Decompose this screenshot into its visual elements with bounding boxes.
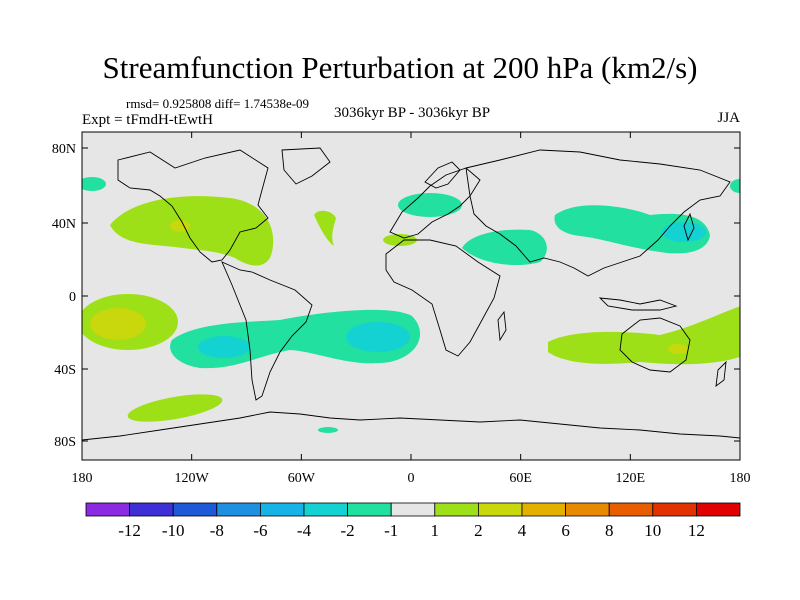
positive-anomaly-core-au	[668, 344, 688, 354]
colorbar-label: -6	[253, 521, 267, 540]
positive-anomaly-australia	[548, 306, 740, 365]
colorbar-swatch	[521, 502, 566, 517]
lon-tick-label: 60W	[288, 471, 316, 486]
positive-anomaly-core-na	[170, 220, 190, 232]
coast-asia	[465, 149, 731, 277]
negative-anomaly-core-ea	[662, 222, 706, 242]
colorbar-label: 1	[431, 521, 440, 540]
colorbar-swatch	[696, 502, 741, 517]
negative-anomaly-europe	[398, 193, 462, 217]
colorbar-label: -2	[341, 521, 355, 540]
negative-anomaly-core-sa	[198, 336, 250, 358]
lat-tick-label: 40S	[54, 363, 76, 378]
colorbar-label: 10	[644, 521, 661, 540]
coast-north-america	[117, 149, 269, 263]
lat-tick-label: 40N	[52, 217, 76, 232]
colorbar-label: 6	[561, 521, 570, 540]
colorbar-label: -12	[118, 521, 141, 540]
experiment-label: Expt = tFmdH-tEwtH	[82, 112, 213, 128]
colorbar-label: 2	[474, 521, 483, 540]
colorbar-swatch	[259, 502, 305, 517]
coast-indonesia	[598, 297, 678, 311]
lon-tick-label: 180	[730, 471, 751, 486]
stats-label: rmsd= 0.925808 diff= 1.74538e-09	[126, 96, 310, 111]
coast-south-america	[221, 261, 313, 401]
coastlines	[82, 147, 740, 441]
colorbar: -12 -10 -8 -6 -4 -2 -1 1 2 4 6 8 10 12	[85, 502, 741, 540]
period-label: 3036kyr BP - 3036kyr BP	[333, 105, 491, 121]
colorbar-swatch	[390, 502, 436, 517]
coast-australia	[619, 317, 691, 373]
coast-africa	[385, 239, 501, 357]
colorbar-swatch	[652, 502, 697, 517]
lon-tick-label: 0	[408, 471, 415, 486]
lon-tick-label: 120W	[175, 471, 210, 486]
negative-anomaly-core-atl	[346, 322, 410, 352]
negative-anomaly-arctic-west	[82, 177, 106, 191]
colorbar-swatch	[347, 502, 392, 517]
colorbar-swatch	[129, 502, 174, 517]
negative-anomaly-middle-east	[462, 229, 547, 266]
positive-anomaly-north-atlantic	[314, 210, 336, 246]
colorbar-label: 4	[518, 521, 527, 540]
positive-anomaly-southern-ocean	[127, 394, 223, 422]
colorbar-label: -1	[384, 521, 398, 540]
positive-anomaly-north-america	[110, 196, 274, 266]
colorbar-swatch	[434, 502, 479, 517]
season-label: JJA	[717, 110, 740, 126]
lon-tick-label: 180	[72, 471, 93, 486]
negative-anomaly-arctic-east	[730, 179, 740, 193]
coast-japan	[683, 212, 695, 242]
lon-tick-label: 60E	[509, 471, 532, 486]
colorbar-label: 8	[605, 521, 614, 540]
colorbar-swatch	[477, 502, 523, 517]
coast-antarctica	[82, 411, 740, 441]
colorbar-swatch	[303, 502, 348, 517]
chart-title: Streamfunction Perturbation at 200 hPa (…	[102, 50, 698, 85]
positive-anomaly-core-sp	[90, 308, 146, 340]
colorbar-swatch	[608, 502, 654, 517]
coast-europe	[389, 167, 481, 239]
colorbar-swatch	[172, 502, 218, 517]
colorbar-label: -4	[297, 521, 312, 540]
colorbar-swatch	[216, 502, 261, 517]
colorbar-label: 12	[688, 521, 705, 540]
lon-tick-label: 120E	[616, 471, 646, 486]
coast-scandinavia	[424, 161, 461, 189]
lat-tick-label: 80S	[54, 435, 76, 450]
coast-greenland	[281, 147, 331, 185]
colorbar-label: -10	[162, 521, 185, 540]
coast-madagascar	[497, 310, 507, 342]
latitude-axis: 80N 40N 0 40S 80S	[52, 142, 740, 450]
lat-tick-label: 0	[69, 290, 76, 305]
longitude-axis: 180 120W 60W 0 60E 120E 180	[72, 132, 751, 486]
colorbar-label: -8	[210, 521, 224, 540]
colorbar-swatch	[565, 502, 610, 517]
negative-anomaly-antarctic	[318, 427, 338, 433]
coast-new-zealand	[715, 360, 727, 387]
anomaly-field	[82, 177, 740, 433]
colorbar-swatch	[85, 502, 130, 517]
lat-tick-label: 80N	[52, 142, 76, 157]
negative-anomaly-east-asia	[554, 205, 710, 254]
